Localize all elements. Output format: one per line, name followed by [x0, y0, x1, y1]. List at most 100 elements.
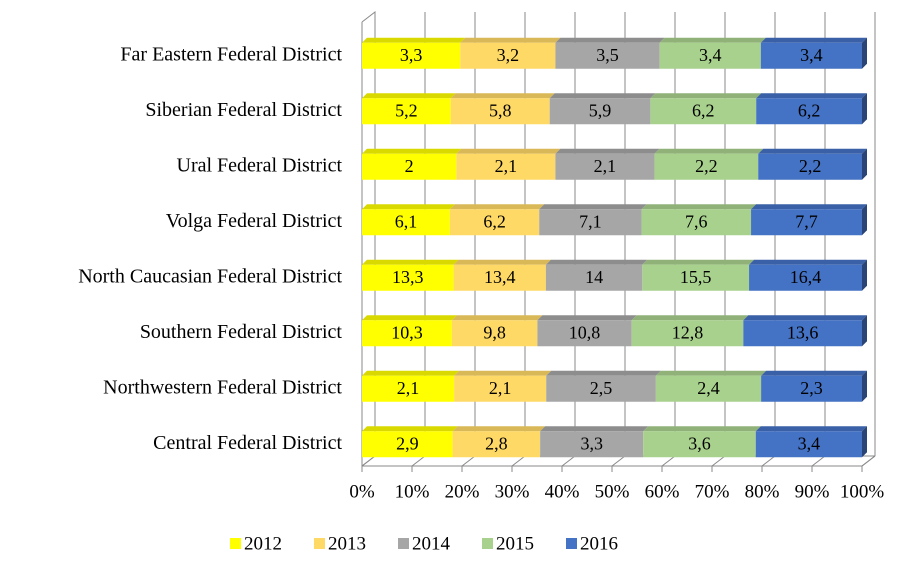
bar [749, 264, 862, 291]
bar-top [755, 426, 867, 432]
bar [760, 42, 862, 69]
data-label: 2,1 [397, 378, 420, 398]
data-label: 3,6 [688, 433, 711, 453]
bar [546, 375, 656, 402]
bar-top [631, 315, 749, 321]
data-label: 2,4 [697, 378, 720, 398]
x-tick-label: 40% [545, 481, 580, 502]
bar-top [362, 93, 456, 99]
floor-grid-line [761, 455, 776, 467]
bar [537, 320, 632, 347]
data-label: 10,8 [569, 322, 601, 342]
y-tick-label: Northwestern Federal District [103, 376, 342, 398]
bar [758, 153, 862, 180]
data-label: 2,9 [396, 433, 419, 453]
bar [362, 320, 452, 347]
bar [362, 375, 455, 402]
data-label: 7,1 [579, 211, 602, 231]
floor-grid-line [361, 455, 376, 467]
data-label: 5,2 [395, 100, 418, 120]
floor-grid-line [511, 455, 526, 467]
bar [362, 153, 457, 180]
data-label: 3,3 [580, 433, 603, 453]
bar-top [362, 370, 460, 376]
data-label: 7,7 [795, 211, 818, 231]
bar-top [549, 93, 656, 99]
data-label: 13,6 [787, 322, 819, 342]
y-tick-label: Central Federal District [153, 432, 342, 454]
bar [362, 209, 450, 236]
bar-top [456, 148, 561, 154]
bar-end [862, 370, 867, 402]
legend-swatch [566, 538, 577, 549]
bar [362, 42, 461, 69]
bar-top [654, 148, 764, 154]
x-tick-label: 0% [349, 481, 375, 502]
legend-label: 2012 [244, 533, 282, 554]
bar [450, 98, 550, 125]
data-label: 13,4 [484, 267, 516, 287]
bar-top [756, 93, 867, 99]
floor-grid-line [661, 455, 676, 467]
bar [755, 431, 862, 458]
bar-top [460, 37, 561, 43]
data-label: 6,1 [395, 211, 418, 231]
y-tick-label: Volga Federal District [166, 210, 343, 232]
legend-label: 2015 [496, 533, 534, 554]
legend-label: 2014 [412, 533, 451, 554]
floor-grid-line [811, 455, 826, 467]
bar [654, 153, 759, 180]
data-label: 2,1 [489, 378, 512, 398]
data-label: 3,4 [798, 433, 821, 453]
bar [449, 209, 540, 236]
data-label: 2,2 [799, 156, 822, 176]
bar-top [450, 93, 555, 99]
bar-top [743, 315, 867, 321]
bar-top [555, 37, 665, 43]
bar [761, 375, 862, 402]
bar-top [362, 426, 458, 432]
bar-top [659, 37, 766, 43]
floor-grid-line [561, 455, 576, 467]
bar-end [862, 426, 867, 458]
data-label: 3,3 [400, 45, 423, 65]
data-label: 5,9 [589, 100, 612, 120]
bar-top [555, 148, 660, 154]
y-tick-label: Southern Federal District [140, 321, 343, 343]
x-tick-label: 50% [595, 481, 630, 502]
data-label: 12,8 [672, 322, 704, 342]
bar [751, 209, 862, 236]
bar [659, 42, 761, 69]
y-tick-label: Far Eastern Federal District [120, 43, 342, 65]
bar [545, 264, 643, 291]
legend-swatch [398, 538, 409, 549]
data-label: 6,2 [483, 211, 506, 231]
y-tick-label: Siberian Federal District [145, 99, 342, 121]
data-label: 10,3 [391, 322, 423, 342]
bar [549, 98, 651, 125]
bar [650, 98, 757, 125]
x-tick-label: 80% [745, 481, 780, 502]
bar [362, 431, 453, 458]
bar-top [655, 370, 767, 376]
bar-top [641, 204, 757, 210]
x-tick-label: 70% [695, 481, 730, 502]
bar [756, 98, 862, 125]
bar [453, 264, 546, 291]
bar-end [862, 204, 867, 236]
data-label: 13,3 [392, 267, 424, 287]
data-label: 6,2 [692, 100, 715, 120]
bar-end [862, 259, 867, 291]
bar-top [643, 426, 761, 432]
bar [655, 375, 762, 402]
bar [539, 209, 642, 236]
data-label: 14 [585, 267, 603, 287]
floor-grid-line [711, 455, 726, 467]
legend-swatch [482, 538, 493, 549]
data-label: 3,4 [699, 45, 722, 65]
bar-top [546, 370, 661, 376]
data-label: 2 [405, 156, 414, 176]
bar-top [454, 370, 552, 376]
bar-top [452, 426, 546, 432]
bar-end [862, 315, 867, 347]
